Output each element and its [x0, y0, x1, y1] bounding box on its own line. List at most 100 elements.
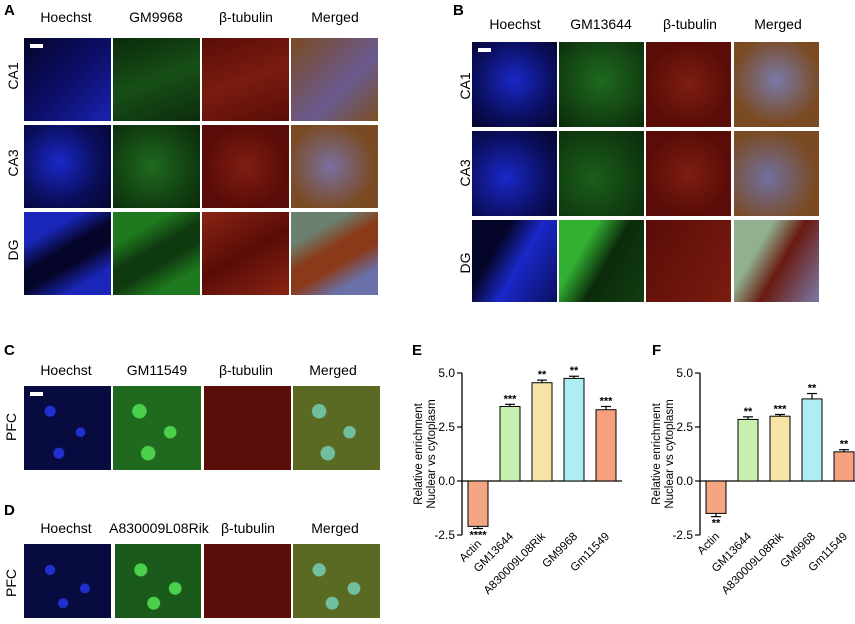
y-axis-label: Relative enrichment Nuclear vs cytoplasm [413, 399, 438, 508]
panel-b-ca1-hoechst-image [472, 42, 557, 127]
bar-gm13644 [499, 405, 521, 482]
panel-b-row-dg: DG [457, 252, 473, 274]
bar-a830009l08rik [769, 415, 791, 482]
bar-actin [467, 480, 489, 527]
y-axis-label-line: Nuclear vs cytoplasm [664, 399, 676, 508]
y-tick-label: 2.5 [438, 420, 455, 434]
y-axis-label-line: Nuclear vs cytoplasm [426, 399, 438, 508]
significance-label: *** [774, 403, 788, 415]
significance-label: *** [504, 393, 518, 405]
panel-a-col-merged: Merged [311, 9, 359, 25]
panel-c-pfc-merged-image [293, 386, 380, 470]
panel-b-ca3-merged-image [734, 131, 819, 216]
panel-a-letter: A [4, 2, 15, 19]
panel-b-ca1-tubulin-image [646, 42, 731, 127]
panel-b-ca3-tubulin-image [646, 131, 731, 216]
panel-c-col-hoechst: Hoechst [40, 362, 92, 378]
panel-d-col-tubulin: β-tubulin [221, 520, 275, 536]
significance-label: ** [538, 369, 547, 381]
y-axis-label-line: Relative enrichment [651, 402, 663, 504]
bar-actin [705, 480, 727, 514]
panel-b-ca3-gm13644-image [559, 131, 644, 216]
scale-bar [30, 392, 43, 396]
panel-c-col-tubulin: β-tubulin [219, 362, 273, 378]
panel-c-letter: C [4, 342, 15, 359]
significance-label: ** [840, 439, 849, 451]
panel-d-pfc-tubulin-image [204, 544, 291, 618]
significance-label: *** [600, 395, 614, 407]
panel-a-row-dg: DG [5, 239, 21, 261]
panel-b-ca3-hoechst-image [472, 131, 557, 216]
panel-a-ca1-merged-image [291, 38, 378, 121]
panel-d-pfc-merged-image [293, 544, 380, 618]
significance-label: ** [712, 518, 721, 530]
bar-a830009l08rik [531, 382, 553, 482]
panel-b-col-merged: Merged [754, 16, 802, 32]
panel-b-dg-hoechst-image [472, 220, 557, 302]
panel-b-dg-merged-image [734, 220, 819, 302]
panel-a-ca1-gm9968-image [113, 38, 200, 121]
scale-bar [30, 44, 43, 48]
chart-e: 5.0 2.5 0.0 -2.5 Relative enrichment Nuclear … [413, 365, 622, 597]
panel-d-letter: D [4, 502, 15, 519]
panel-b-letter: B [453, 2, 464, 19]
panel-a-ca3-tubulin-image [202, 125, 289, 208]
significance-label: ** [808, 383, 817, 395]
panel-b-dg-gm13644-image [559, 220, 644, 302]
panel-a-ca1-tubulin-image [202, 38, 289, 121]
panel-b-row-ca1: CA1 [457, 72, 473, 100]
panel-d-pfc-hoechst-image [24, 544, 111, 618]
panel-b-col-hoechst: Hoechst [489, 16, 541, 32]
panel-b-col-gm13644: GM13644 [570, 16, 632, 32]
panel-a-row-ca1: CA1 [5, 62, 21, 90]
significance-label: ** [570, 365, 579, 377]
panel-c-col-merged: Merged [309, 362, 357, 378]
chart-f: 5.0 2.5 0.0 -2.5 Relative enrichment Nuclear … [651, 366, 855, 597]
y-axis-label-line: Relative enrichment [413, 402, 425, 504]
panel-d-col-merged: Merged [311, 520, 359, 536]
panel-b-ca1-merged-image [734, 42, 819, 127]
y-tick-label: 5.0 [676, 366, 693, 380]
panel-a-col-hoechst: Hoechst [40, 9, 92, 25]
panel-a-col-tubulin: β-tubulin [219, 9, 273, 25]
panel-a-row-ca3: CA3 [5, 149, 21, 177]
panel-b-dg-tubulin-image [646, 220, 731, 302]
bar-gm9968 [801, 398, 823, 482]
panel-c-row-pfc: PFC [3, 413, 19, 441]
panel-a-ca3-hoechst-image [24, 125, 111, 208]
y-tick-label: -2.5 [672, 528, 693, 542]
panel-a-ca3-gm9968-image [113, 125, 200, 208]
category-label: A830009L08Rik [482, 530, 549, 597]
panel-a-ca1-hoechst-image [24, 38, 111, 121]
y-tick-label: 5.0 [438, 366, 455, 380]
y-tick-label: 0.0 [676, 474, 693, 488]
y-tick-label: -2.5 [434, 528, 455, 542]
panel-d-row-pfc: PFC [3, 569, 19, 597]
panel-c-col-gm11549: GM11549 [126, 362, 188, 378]
panel-a-dg-tubulin-image [202, 212, 289, 295]
panel-f-letter: F [652, 342, 662, 359]
panel-a-col-gm9968: GM9968 [129, 9, 183, 25]
scale-bar [478, 48, 491, 52]
panel-a-ca3-merged-image [291, 125, 378, 208]
panel-a-dg-hoechst-image [24, 212, 111, 295]
panel-d-col-hoechst: Hoechst [40, 520, 92, 536]
bar-gm11549 [595, 409, 617, 482]
bar-gm13644 [737, 418, 759, 482]
panel-b-col-tubulin: β-tubulin [663, 16, 717, 32]
y-tick-label: 0.0 [438, 474, 455, 488]
bar-gm11549 [833, 451, 855, 482]
significance-label: ** [744, 406, 753, 418]
panel-b-row-ca3: CA3 [457, 159, 473, 187]
y-tick-label: 2.5 [676, 420, 693, 434]
panel-d-pfc-a830009l08rik-image [115, 544, 201, 618]
panel-b-ca1-gm13644-image [559, 42, 644, 127]
panel-a-dg-gm9968-image [113, 212, 200, 295]
panel-c-pfc-hoechst-image [24, 386, 111, 470]
panel-d-col-a830009l08rik: A830009L08Rik [109, 520, 209, 536]
y-axis-label: Relative enrichment Nuclear vs cytoplasm [651, 399, 676, 508]
panel-c-pfc-tubulin-image [204, 386, 291, 470]
panel-e-letter: E [412, 342, 423, 359]
panel-c-pfc-gm11549-image [113, 386, 201, 470]
category-label: A830009L08Rik [720, 530, 787, 597]
